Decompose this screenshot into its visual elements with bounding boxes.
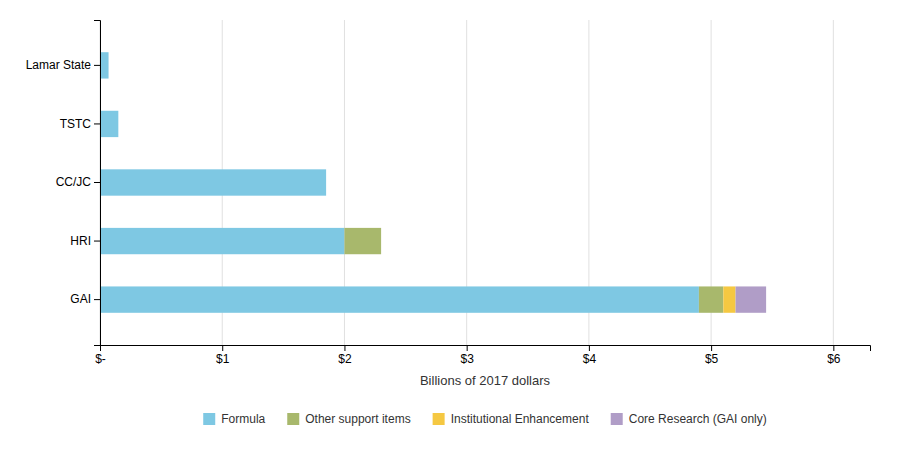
legend-label: Institutional Enhancement: [451, 412, 590, 426]
x-tick-mark: [833, 345, 834, 351]
legend-item: Formula: [203, 412, 265, 426]
y-tick: CC/JC: [56, 175, 100, 189]
bar: [118, 111, 119, 137]
x-tick-mark: [711, 345, 712, 351]
y-tick-label: CC/JC: [56, 175, 92, 189]
y-tick-mark: [94, 123, 100, 124]
y-tick-mark: [94, 299, 100, 300]
bar: [326, 169, 327, 195]
legend-item: Other support items: [287, 412, 410, 426]
y-tick: Lamar State: [26, 58, 100, 72]
series: [100, 52, 699, 313]
bars: [100, 52, 766, 313]
x-tick-mark: [344, 345, 345, 351]
x-tick-mark: [467, 345, 468, 351]
chart: $- $1 $2 $3 $4 $5 $6 GAI HRI CC/JC TSTC Lamar State…: [0, 0, 900, 450]
x-tick-label: $5: [705, 352, 719, 366]
bar: [699, 286, 723, 312]
y-tick: TSTC: [60, 117, 100, 131]
bar: [326, 169, 327, 195]
legend-swatch: [203, 413, 215, 425]
bar: [100, 111, 118, 137]
bar: [108, 52, 109, 78]
series: [344, 228, 723, 313]
series: [736, 286, 767, 312]
x-tick-label: $-: [95, 352, 106, 366]
x-tick-mark: [589, 345, 590, 351]
legend-swatch: [611, 413, 623, 425]
legend-label: Core Research (GAI only): [629, 412, 767, 426]
bar: [381, 228, 382, 254]
y-axis: GAI HRI CC/JC TSTC Lamar State: [26, 21, 101, 346]
x-axis-line: [101, 346, 871, 352]
legend-item: Core Research (GAI only): [611, 412, 767, 426]
legend: Formula Other support items Institutional …: [203, 412, 767, 426]
x-tick: $4: [583, 345, 597, 366]
grid-line: [833, 20, 834, 345]
x-tick-mark: [222, 345, 223, 351]
series: [723, 286, 735, 312]
bar: [100, 169, 326, 195]
bar: [736, 286, 767, 312]
legend-label: Formula: [221, 412, 265, 426]
y-axis-line: [94, 21, 101, 346]
bar: [118, 111, 119, 137]
y-tick: GAI: [70, 292, 100, 306]
y-tick: HRI: [70, 234, 100, 248]
x-tick-label: $1: [216, 352, 230, 366]
y-tick-label: HRI: [70, 234, 91, 248]
grid: [100, 20, 833, 345]
legend-item: Institutional Enhancement: [433, 412, 590, 426]
x-tick-label: $4: [583, 352, 597, 366]
bar: [100, 52, 109, 78]
legend-swatch: [287, 413, 299, 425]
bar: [381, 228, 382, 254]
bar: [326, 169, 327, 195]
y-tick-mark: [94, 182, 100, 183]
x-axis-title: Billions of 2017 dollars: [420, 373, 551, 388]
y-tick-label: GAI: [70, 292, 91, 306]
bar: [118, 111, 119, 137]
x-tick: $6: [827, 345, 841, 366]
y-tick-label: TSTC: [60, 117, 92, 131]
x-tick: $2: [338, 345, 352, 366]
bar: [100, 286, 699, 312]
plot: $- $1 $2 $3 $4 $5 $6 GAI HRI CC/JC TSTC Lamar State…: [26, 20, 871, 388]
bar: [108, 52, 109, 78]
bar: [108, 52, 109, 78]
x-tick: $-: [95, 345, 106, 366]
x-tick-label: $2: [338, 352, 352, 366]
bar: [344, 228, 381, 254]
bar: [100, 228, 344, 254]
bar: [723, 286, 735, 312]
legend-label: Other support items: [305, 412, 410, 426]
x-tick: $1: [216, 345, 230, 366]
y-tick-mark: [94, 65, 100, 66]
x-tick: $5: [705, 345, 719, 366]
legend-swatch: [433, 413, 445, 425]
x-tick-label: $6: [827, 352, 841, 366]
x-axis: $- $1 $2 $3 $4 $5 $6: [95, 345, 870, 366]
x-tick: $3: [460, 345, 474, 366]
x-tick-label: $3: [460, 352, 474, 366]
y-tick-mark: [94, 241, 100, 242]
y-tick-label: Lamar State: [26, 58, 92, 72]
